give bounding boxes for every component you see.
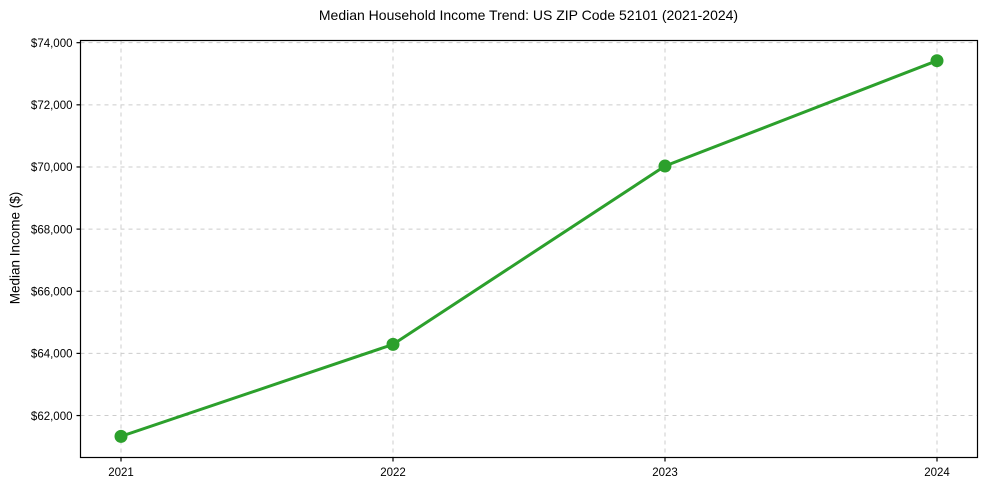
y-tick-label: $62,000 — [31, 411, 73, 423]
data-point-marker — [386, 337, 400, 351]
x-tick-label: 2024 — [924, 467, 950, 479]
y-tick-label: $68,000 — [31, 224, 73, 236]
y-tick-label: $64,000 — [31, 349, 73, 361]
chart-title: Median Household Income Trend: US ZIP Co… — [318, 7, 739, 23]
x-tick-label: 2023 — [652, 467, 678, 479]
y-tick-label: $72,000 — [31, 100, 73, 112]
x-tick-label: 2021 — [108, 467, 134, 479]
y-tick-label: $70,000 — [31, 162, 73, 174]
y-tick-label: $74,000 — [31, 38, 73, 50]
plot-border — [79, 39, 979, 459]
income-trend-line — [119, 59, 939, 438]
y-tick-label: $66,000 — [31, 286, 73, 298]
data-point-marker — [658, 159, 672, 173]
data-point-marker — [114, 429, 128, 443]
x-tick-label: 2022 — [380, 467, 406, 479]
data-point-marker — [930, 54, 944, 68]
